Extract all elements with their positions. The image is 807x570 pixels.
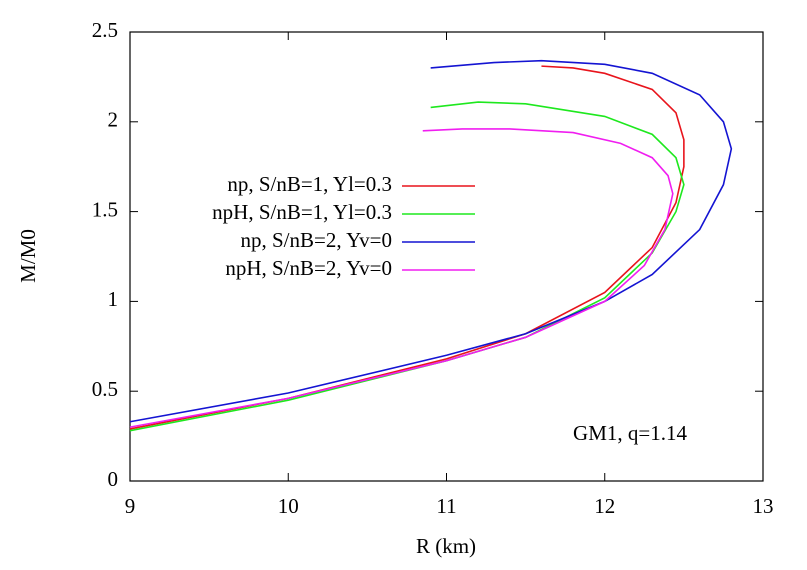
series-line (129, 101, 685, 432)
series-line (129, 59, 733, 423)
series-line (129, 128, 674, 428)
y-axis-label: M/M0 (16, 229, 40, 283)
annotation: GM1, q=1.14 (573, 421, 687, 445)
y-tick-label: 1 (108, 287, 119, 311)
x-tick-label: 11 (436, 494, 456, 518)
legend-label: np, S/nB=1, Yl=0.3 (227, 172, 392, 196)
x-tick-label: 10 (278, 494, 299, 518)
y-tick-label: 1.5 (92, 197, 118, 221)
y-tick-label: 2.5 (92, 18, 118, 42)
legend-label: np, S/nB=2, Yv=0 (241, 228, 393, 252)
x-tick-label: 13 (753, 494, 774, 518)
x-tick-label: 12 (594, 494, 615, 518)
x-axis-label: R (km) (416, 534, 476, 558)
y-tick-label: 2 (108, 108, 119, 132)
y-tick-label: 0 (108, 467, 119, 491)
y-tick-label: 0.5 (92, 377, 118, 401)
x-tick-label: 9 (125, 494, 136, 518)
series-line (129, 65, 685, 430)
legend-label: npH, S/nB=2, Yv=0 (225, 256, 392, 280)
legend-label: npH, S/nB=1, Yl=0.3 (212, 200, 392, 224)
